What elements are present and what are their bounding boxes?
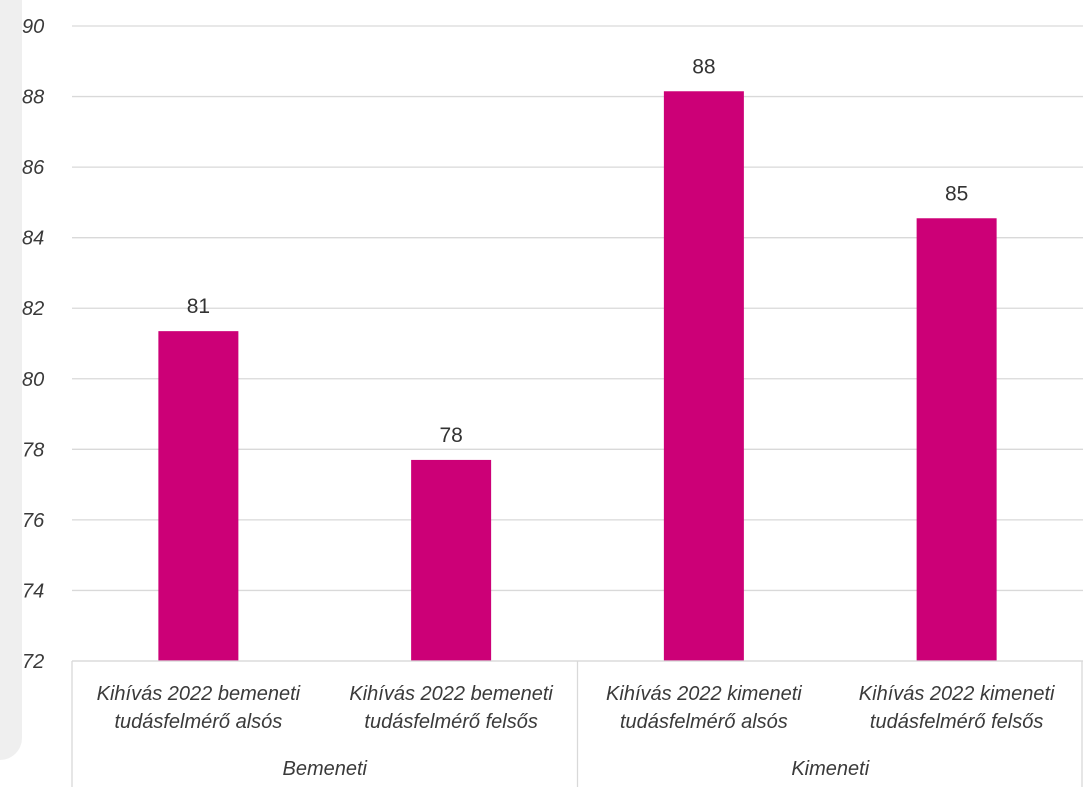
x-category-label: Kihívás 2022 kimeneti: [859, 683, 1055, 705]
page-edge-decoration: [0, 0, 22, 760]
x-category-label: Kihívás 2022 bemeneti: [349, 683, 553, 705]
y-tick-label: 88: [22, 87, 44, 109]
x-category-label: Kihívás 2022 bemeneti: [97, 683, 301, 705]
x-category-label: tudásfelmérő alsós: [114, 711, 282, 733]
bar: [411, 459, 492, 661]
y-tick-label: 76: [22, 510, 45, 532]
x-group-label: Bemeneti: [283, 758, 368, 780]
y-tick-label: 86: [22, 157, 45, 179]
y-tick-label: 90: [22, 16, 44, 38]
y-tick-label: 78: [22, 439, 44, 461]
data-label: 88: [692, 55, 715, 78]
bars: [158, 91, 997, 661]
x-category-label: tudásfelmérő alsós: [620, 711, 788, 733]
data-label: 78: [439, 424, 462, 447]
data-label: 81: [187, 295, 210, 318]
x-category-label: tudásfelmérő felsős: [870, 711, 1043, 733]
data-labels: 81 78 88 85: [187, 55, 969, 447]
x-axis: Kihívás 2022 bemeneti tudásfelmérő alsós K…: [71, 660, 1083, 787]
y-tick-label: 72: [22, 651, 44, 673]
x-category-label: tudásfelmérő felsős: [364, 711, 537, 733]
bar: [663, 91, 744, 661]
bar: [916, 218, 997, 661]
y-tick-label: 82: [22, 298, 44, 320]
data-label: 85: [945, 182, 968, 205]
y-tick-label: 84: [22, 228, 44, 250]
x-category-label: Kihívás 2022 kimeneti: [606, 683, 802, 705]
x-group-label: Kimeneti: [791, 758, 869, 780]
bar: [158, 331, 239, 661]
y-tick-label: 80: [22, 369, 44, 391]
y-tick-label: 74: [22, 580, 44, 602]
y-axis: 72 74 76 78 80 82 84 86 88 90: [22, 16, 45, 673]
